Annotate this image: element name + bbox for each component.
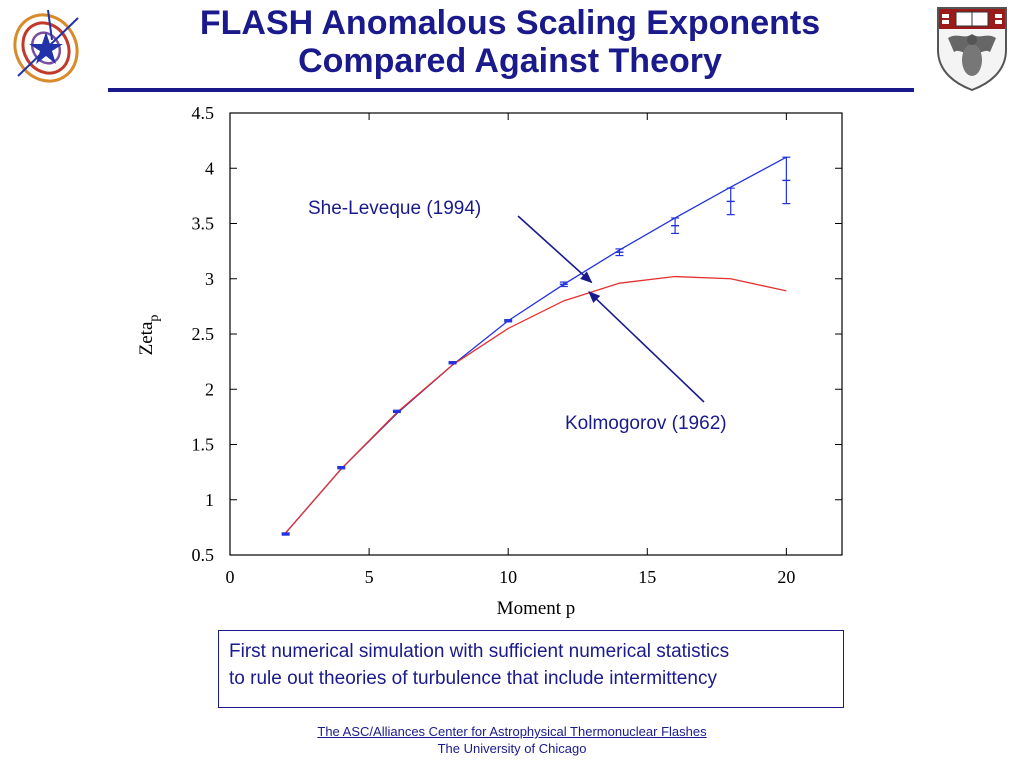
title-underline: [108, 88, 914, 92]
caption-line-1: First numerical simulation with sufficie…: [229, 641, 730, 662]
x-tick-label: 0: [226, 567, 235, 587]
y-tick-label: 4.5: [192, 103, 215, 123]
kolmogorov-arrow: [588, 291, 705, 403]
y-tick-label: 2.5: [192, 324, 215, 344]
caption-line-2: to rule out theories of turbulence that …: [229, 668, 717, 689]
kolmogorov-line: [285, 275, 787, 534]
y-tick-label: 3: [205, 269, 214, 289]
x-tick-label: 10: [499, 567, 517, 587]
x-tick-label: 5: [365, 567, 374, 587]
footer-institution: The University of Chicago: [437, 741, 587, 756]
chart-series: [281, 156, 791, 536]
caption-box: First numerical simulation with sufficie…: [218, 630, 844, 708]
university-of-chicago-crest: [934, 4, 1010, 92]
y-tick-label: 0.5: [192, 545, 215, 565]
y-tick-label: 3.5: [192, 214, 215, 234]
y-tick-label: 1: [205, 490, 214, 510]
title-line-1: FLASH Anomalous Scaling Exponents: [199, 4, 821, 42]
y-tick-label: 1.5: [192, 435, 215, 455]
kolmogorov-label: Kolmogorov (1962): [565, 413, 727, 434]
y-tick-label: 2: [205, 379, 214, 399]
y-axis-label: Zetap: [136, 315, 162, 356]
x-tick-label: 20: [777, 567, 795, 587]
she-leveque-arrow: [517, 215, 593, 284]
x-tick-label: 15: [638, 567, 656, 587]
plot-frame: [229, 112, 843, 556]
she-leveque-label: She-Leveque (1994): [308, 198, 481, 219]
axis-ticks: 0 5 10 15 20 0.5 1 1.5 2 2.5 3 3.5 4 4.5: [192, 103, 842, 587]
slide-title: FLASH Anomalous Scaling Exponents Compar…: [100, 4, 920, 80]
y-axis-label-sub: p: [147, 315, 162, 322]
footer-link[interactable]: The ASC/Alliances Center for Astrophysic…: [317, 724, 707, 739]
title-line-2: Compared Against Theory: [298, 42, 722, 80]
y-axis-label-main: Zeta: [136, 321, 157, 355]
flash-star-logo: [8, 6, 88, 86]
y-tick-label: 4: [205, 158, 214, 178]
x-axis-label: Moment p: [497, 598, 576, 619]
